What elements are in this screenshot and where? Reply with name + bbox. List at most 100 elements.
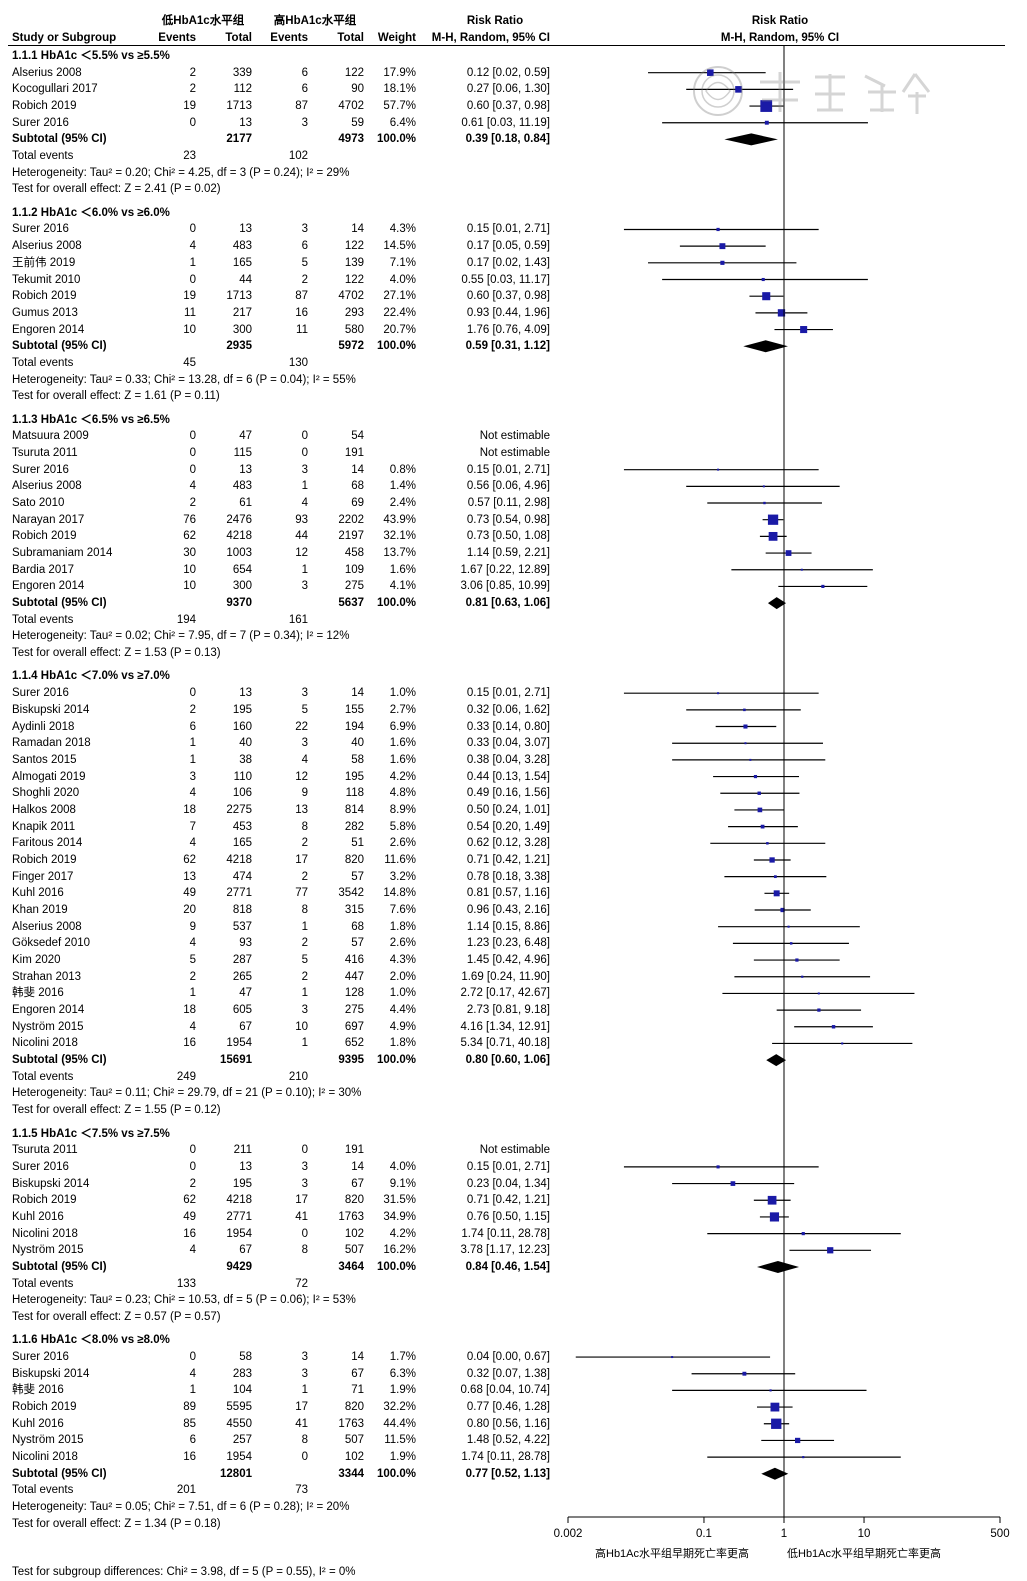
- total2-value: 109: [344, 563, 364, 576]
- total1-value: 67: [239, 1020, 252, 1033]
- events1-value: 2: [189, 970, 196, 983]
- events2-value: 3: [301, 1160, 308, 1173]
- events1-value: 1: [189, 737, 196, 750]
- subtotal-total1: 9429: [226, 1260, 252, 1273]
- total2-value: 458: [344, 547, 364, 560]
- total1-value: 5595: [226, 1401, 252, 1414]
- weight-value: 1.6%: [389, 737, 416, 750]
- events2-value: 87: [295, 290, 308, 303]
- total2-value: 122: [344, 66, 364, 79]
- events2-value: 11: [296, 323, 308, 336]
- ci-value: 0.57 [0.11, 2.98]: [467, 497, 550, 510]
- point-estimate-square: [841, 1042, 844, 1045]
- total2-value: 820: [344, 1401, 364, 1414]
- events2-value: 1: [301, 1384, 308, 1397]
- total2-value: 191: [344, 446, 364, 459]
- total-events-label: Total events: [12, 150, 74, 163]
- axis-left-label: 高Hb1Ac水平组早期死亡率更高: [595, 1548, 750, 1560]
- total1-value: 2275: [226, 803, 252, 816]
- weight-value: 32.2%: [383, 1401, 416, 1414]
- total2-value: 14: [351, 687, 364, 700]
- subtotal-total2: 3344: [338, 1467, 364, 1480]
- ci-value: 3.06 [0.85, 10.99]: [460, 580, 550, 593]
- total1-column-header: Total: [225, 32, 252, 44]
- subtotal-diamond: [766, 1054, 787, 1067]
- total2-value: 275: [344, 1004, 364, 1017]
- weight-value: 16.2%: [383, 1244, 416, 1257]
- weight-value: 3.2%: [389, 870, 416, 883]
- weight-value: 1.8%: [389, 920, 416, 933]
- study-name: Robich 2019: [12, 853, 77, 866]
- total1-value: 1003: [226, 547, 252, 560]
- subtotal-ci: 0.81 [0.63, 1.06]: [465, 597, 550, 610]
- overall-effect-text: Test for overall effect: Z = 1.61 (P = 0…: [12, 390, 220, 403]
- events1-value: 11: [184, 306, 196, 319]
- ci-value: 0.38 [0.04, 3.28]: [466, 753, 550, 766]
- events2-value: 3: [301, 116, 308, 129]
- events1-value: 0: [189, 116, 196, 129]
- study-name: Shoghli 2020: [12, 787, 80, 800]
- total2-value: 447: [344, 970, 364, 983]
- point-estimate-square: [749, 758, 752, 761]
- total1-value: 1954: [226, 1037, 252, 1050]
- total1-value: 300: [232, 323, 252, 336]
- total1-value: 58: [239, 1351, 252, 1364]
- total2-value: 68: [351, 920, 364, 933]
- total2-value: 67: [351, 1177, 364, 1190]
- events2-value: 0: [301, 1227, 308, 1240]
- point-estimate-square: [831, 1025, 836, 1029]
- total2-value: 4702: [338, 100, 364, 113]
- weight-value: 31.5%: [383, 1194, 416, 1207]
- total2-value: 71: [351, 1384, 364, 1397]
- point-estimate-square: [768, 531, 778, 541]
- point-estimate-square: [742, 1371, 747, 1376]
- events2-value: 1: [301, 480, 308, 493]
- events1-value: 0: [189, 463, 196, 476]
- total1-value: 257: [232, 1434, 252, 1447]
- ci-value: 1.14 [0.59, 2.21]: [466, 547, 550, 560]
- events1-value: 4: [189, 240, 196, 253]
- point-estimate-square: [757, 791, 761, 795]
- point-estimate-square: [817, 1008, 821, 1012]
- events2-value: 0: [301, 1451, 308, 1464]
- total2-value: 293: [344, 306, 364, 319]
- events1-value: 6: [189, 1434, 196, 1447]
- total2-value: 507: [344, 1244, 364, 1257]
- ci-value: 1.14 [0.15, 8.86]: [466, 920, 550, 933]
- total1-value: 2771: [226, 1210, 252, 1223]
- events2-value: 0: [301, 1144, 308, 1157]
- total-events1: 249: [176, 1070, 196, 1083]
- total1-value: 4218: [226, 853, 252, 866]
- subtotal-ci: 0.77 [0.52, 1.13]: [465, 1467, 550, 1480]
- events2-value: 0: [301, 446, 308, 459]
- total2-value: 155: [344, 703, 364, 716]
- total2-value: 191: [344, 1144, 364, 1157]
- events2-value: 3: [301, 1351, 308, 1364]
- weight-value: 4.0%: [389, 1160, 416, 1173]
- ci-value: 0.62 [0.12, 3.28]: [466, 837, 550, 850]
- overall-effect-text: Test for overall effect: Z = 0.57 (P = 0…: [12, 1311, 221, 1323]
- events2-value: 1: [301, 1037, 308, 1050]
- plot-method-header: M-H, Random, 95% CI: [720, 32, 840, 44]
- total-events1: 23: [183, 150, 196, 163]
- weight-value: 1.6%: [389, 563, 416, 576]
- ci-value: 1.74 [0.11, 28.78]: [461, 1227, 550, 1240]
- total1-value: 1954: [226, 1227, 252, 1240]
- study-name: 韩斐 2016: [12, 1384, 64, 1397]
- total-events-label: Total events: [12, 1277, 74, 1290]
- point-estimate-square: [817, 992, 820, 995]
- total-events-label: Total events: [12, 613, 74, 626]
- subtotal-total1: 15691: [220, 1054, 252, 1067]
- ci-value: 0.76 [0.50, 1.15]: [466, 1210, 550, 1223]
- total2-value: 3542: [338, 887, 364, 900]
- point-estimate-square: [827, 1247, 834, 1254]
- ci-value: Not estimable: [479, 430, 550, 443]
- events2-value: 16: [295, 306, 308, 319]
- ci-value: 0.60 [0.37, 0.98]: [466, 100, 550, 113]
- x-axis-tick-label: 0.002: [554, 1528, 583, 1540]
- study-name: Knapik 2011: [12, 820, 76, 833]
- study-name: 韩斐 2016: [12, 987, 64, 1000]
- events1-value: 30: [183, 547, 196, 560]
- total1-value: 1713: [226, 100, 252, 113]
- point-estimate-square: [719, 243, 726, 250]
